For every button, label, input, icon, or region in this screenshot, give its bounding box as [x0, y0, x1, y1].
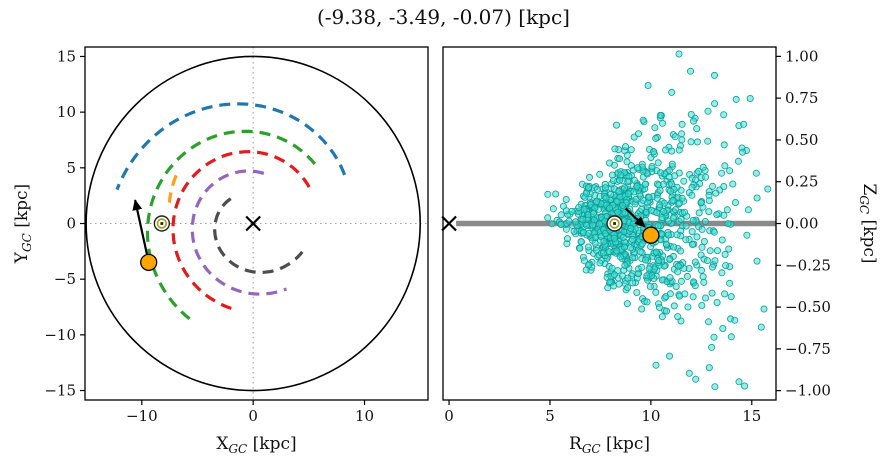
y-axis-label-xy: YGC [kpc] — [12, 184, 34, 264]
y-tick-label: 0.25 — [785, 173, 818, 191]
inner-arm-path — [213, 197, 304, 274]
x-axis-label-xy: XGC [kpc] — [216, 434, 296, 456]
y-tick-label: −0.25 — [785, 256, 831, 274]
galaxy-boundary-circle — [85, 55, 422, 392]
x-tick-label: 0 — [444, 407, 454, 425]
outer-arm-path — [115, 102, 347, 191]
galactic-center-marker — [245, 215, 261, 232]
y-tick-label: −15 — [44, 382, 76, 400]
scutum-arm-path — [171, 150, 311, 312]
x-tick-label: 5 — [545, 407, 555, 425]
x-tick-label: −10 — [126, 407, 158, 425]
y-tick-label: 15 — [57, 47, 76, 65]
y-tick-label: −0.75 — [785, 340, 831, 358]
y-tick-label: −0.50 — [785, 298, 831, 316]
y-tick-label: 0.00 — [785, 215, 818, 233]
velocity-arrow-rz — [624, 207, 646, 228]
x-tick-label: 10 — [641, 407, 660, 425]
x-tick-label: 0 — [248, 407, 258, 425]
y-tick-label: 10 — [57, 103, 76, 121]
sun-symbol-rz — [606, 215, 623, 232]
y-tick-label: 0.75 — [785, 89, 818, 107]
y-axis-label-rz: ZGC [kpc] — [857, 184, 879, 264]
y-tick-label: 5 — [66, 159, 76, 177]
x-tick-label: 15 — [742, 407, 761, 425]
local-arm-path — [167, 174, 178, 203]
sun-symbol — [153, 215, 171, 232]
norma-arm-path — [190, 169, 288, 296]
y-tick-label: 0 — [66, 215, 76, 233]
sagittarius-carina-arm-path — [145, 129, 317, 321]
star-scatter — [544, 50, 772, 391]
object-marker-rz — [642, 226, 660, 244]
figure-title: (-9.38, -3.49, -0.07) [kpc] — [317, 5, 570, 29]
object-marker — [140, 253, 158, 272]
x-tick-label: 10 — [355, 407, 374, 425]
x-axis-label-rz: RGC [kpc] — [569, 434, 650, 456]
y-tick-label: 0.50 — [785, 131, 818, 149]
y-tick-label: −5 — [54, 270, 76, 288]
y-tick-label: −1.00 — [785, 382, 831, 400]
galactic-center-marker-rz — [441, 215, 457, 232]
y-tick-label: 1.00 — [785, 47, 818, 65]
velocity-arrow — [132, 199, 150, 263]
y-tick-label: −10 — [44, 326, 76, 344]
